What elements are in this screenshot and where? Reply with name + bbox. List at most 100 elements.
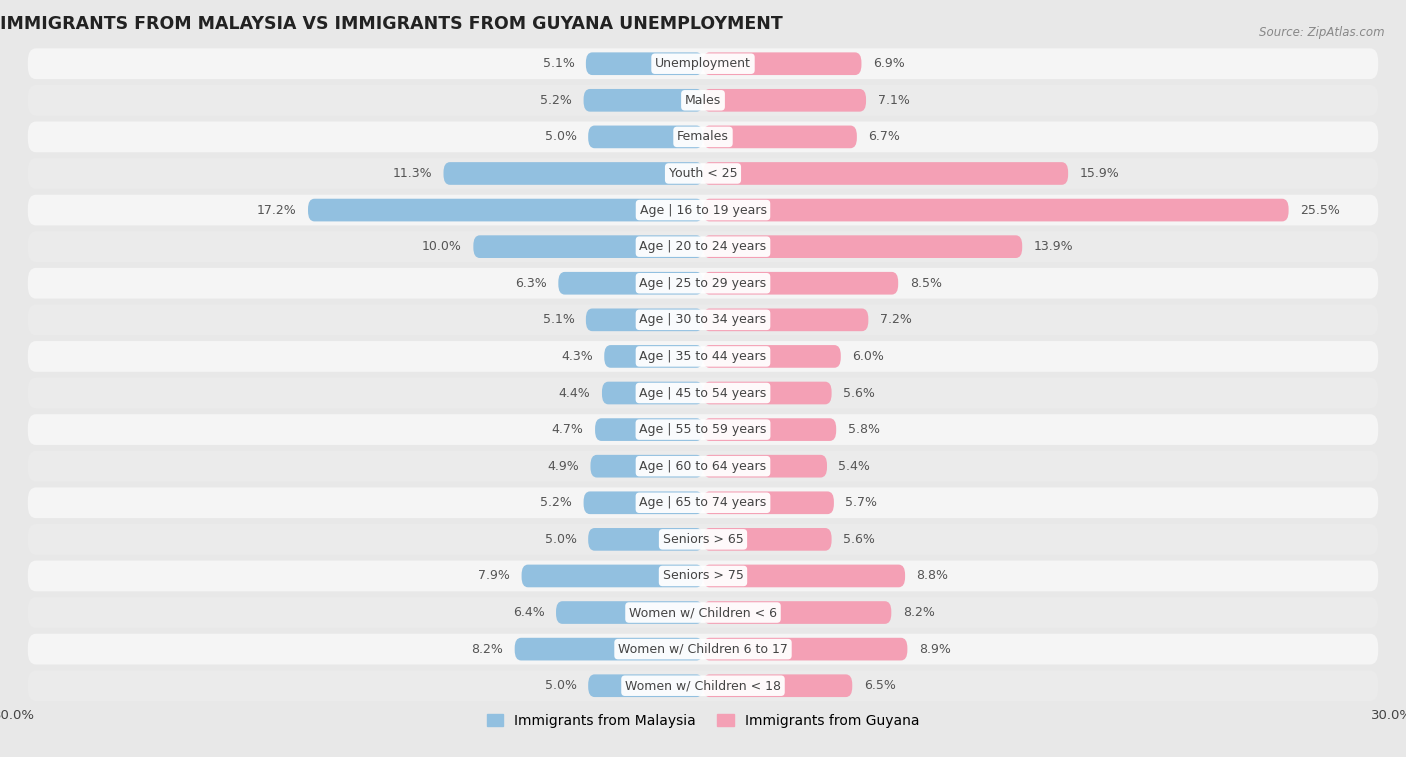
FancyBboxPatch shape xyxy=(28,524,1378,555)
FancyBboxPatch shape xyxy=(28,671,1378,701)
FancyBboxPatch shape xyxy=(28,48,1378,79)
FancyBboxPatch shape xyxy=(703,89,866,111)
Text: Youth < 25: Youth < 25 xyxy=(669,167,737,180)
Text: Unemployment: Unemployment xyxy=(655,58,751,70)
Text: Age | 20 to 24 years: Age | 20 to 24 years xyxy=(640,240,766,253)
Text: 5.0%: 5.0% xyxy=(544,130,576,143)
Text: 6.4%: 6.4% xyxy=(513,606,544,619)
FancyBboxPatch shape xyxy=(591,455,703,478)
FancyBboxPatch shape xyxy=(28,597,1378,628)
Text: 5.2%: 5.2% xyxy=(540,497,572,509)
Text: 8.5%: 8.5% xyxy=(910,277,942,290)
Text: 5.6%: 5.6% xyxy=(844,533,875,546)
Text: 15.9%: 15.9% xyxy=(1080,167,1119,180)
Text: 8.2%: 8.2% xyxy=(471,643,503,656)
FancyBboxPatch shape xyxy=(703,162,1069,185)
Text: 5.1%: 5.1% xyxy=(543,313,575,326)
FancyBboxPatch shape xyxy=(28,195,1378,226)
FancyBboxPatch shape xyxy=(703,491,834,514)
Text: IMMIGRANTS FROM MALAYSIA VS IMMIGRANTS FROM GUYANA UNEMPLOYMENT: IMMIGRANTS FROM MALAYSIA VS IMMIGRANTS F… xyxy=(0,14,783,33)
FancyBboxPatch shape xyxy=(558,272,703,294)
Text: Age | 60 to 64 years: Age | 60 to 64 years xyxy=(640,459,766,472)
Text: 6.3%: 6.3% xyxy=(515,277,547,290)
Text: 6.0%: 6.0% xyxy=(852,350,884,363)
Text: 7.2%: 7.2% xyxy=(880,313,911,326)
Text: 4.9%: 4.9% xyxy=(547,459,579,472)
Text: 4.4%: 4.4% xyxy=(558,387,591,400)
FancyBboxPatch shape xyxy=(28,232,1378,262)
FancyBboxPatch shape xyxy=(28,414,1378,445)
FancyBboxPatch shape xyxy=(588,126,703,148)
Text: 7.9%: 7.9% xyxy=(478,569,510,582)
FancyBboxPatch shape xyxy=(28,304,1378,335)
FancyBboxPatch shape xyxy=(28,122,1378,152)
Text: Seniors > 65: Seniors > 65 xyxy=(662,533,744,546)
Text: 5.1%: 5.1% xyxy=(543,58,575,70)
FancyBboxPatch shape xyxy=(515,638,703,660)
FancyBboxPatch shape xyxy=(586,309,703,331)
FancyBboxPatch shape xyxy=(308,199,703,221)
Text: Women w/ Children < 18: Women w/ Children < 18 xyxy=(626,679,780,692)
FancyBboxPatch shape xyxy=(555,601,703,624)
Text: Females: Females xyxy=(678,130,728,143)
Text: 8.8%: 8.8% xyxy=(917,569,949,582)
FancyBboxPatch shape xyxy=(586,52,703,75)
FancyBboxPatch shape xyxy=(703,419,837,441)
FancyBboxPatch shape xyxy=(703,638,907,660)
Text: 10.0%: 10.0% xyxy=(422,240,461,253)
Text: 7.1%: 7.1% xyxy=(877,94,910,107)
Text: 5.8%: 5.8% xyxy=(848,423,880,436)
FancyBboxPatch shape xyxy=(703,565,905,587)
Text: Women w/ Children 6 to 17: Women w/ Children 6 to 17 xyxy=(619,643,787,656)
FancyBboxPatch shape xyxy=(583,89,703,111)
FancyBboxPatch shape xyxy=(703,126,856,148)
FancyBboxPatch shape xyxy=(703,601,891,624)
FancyBboxPatch shape xyxy=(28,268,1378,298)
Text: 17.2%: 17.2% xyxy=(257,204,297,217)
FancyBboxPatch shape xyxy=(595,419,703,441)
FancyBboxPatch shape xyxy=(522,565,703,587)
FancyBboxPatch shape xyxy=(703,309,869,331)
FancyBboxPatch shape xyxy=(583,491,703,514)
Text: 6.5%: 6.5% xyxy=(863,679,896,692)
Text: Age | 25 to 29 years: Age | 25 to 29 years xyxy=(640,277,766,290)
Text: Age | 45 to 54 years: Age | 45 to 54 years xyxy=(640,387,766,400)
FancyBboxPatch shape xyxy=(703,382,831,404)
Text: Women w/ Children < 6: Women w/ Children < 6 xyxy=(628,606,778,619)
FancyBboxPatch shape xyxy=(703,528,831,550)
Text: Seniors > 75: Seniors > 75 xyxy=(662,569,744,582)
Text: 6.9%: 6.9% xyxy=(873,58,904,70)
FancyBboxPatch shape xyxy=(703,272,898,294)
Legend: Immigrants from Malaysia, Immigrants from Guyana: Immigrants from Malaysia, Immigrants fro… xyxy=(481,709,925,734)
Text: 11.3%: 11.3% xyxy=(392,167,432,180)
FancyBboxPatch shape xyxy=(588,674,703,697)
Text: 5.4%: 5.4% xyxy=(838,459,870,472)
Text: Age | 35 to 44 years: Age | 35 to 44 years xyxy=(640,350,766,363)
FancyBboxPatch shape xyxy=(28,378,1378,408)
Text: 6.7%: 6.7% xyxy=(869,130,900,143)
FancyBboxPatch shape xyxy=(474,235,703,258)
FancyBboxPatch shape xyxy=(602,382,703,404)
Text: Males: Males xyxy=(685,94,721,107)
FancyBboxPatch shape xyxy=(28,561,1378,591)
Text: Source: ZipAtlas.com: Source: ZipAtlas.com xyxy=(1260,26,1385,39)
Text: Age | 55 to 59 years: Age | 55 to 59 years xyxy=(640,423,766,436)
Text: 5.0%: 5.0% xyxy=(544,533,576,546)
FancyBboxPatch shape xyxy=(605,345,703,368)
Text: 4.3%: 4.3% xyxy=(561,350,593,363)
Text: 5.2%: 5.2% xyxy=(540,94,572,107)
FancyBboxPatch shape xyxy=(703,199,1289,221)
FancyBboxPatch shape xyxy=(28,634,1378,665)
FancyBboxPatch shape xyxy=(28,488,1378,518)
FancyBboxPatch shape xyxy=(28,451,1378,481)
Text: 5.6%: 5.6% xyxy=(844,387,875,400)
Text: 25.5%: 25.5% xyxy=(1301,204,1340,217)
Text: Age | 65 to 74 years: Age | 65 to 74 years xyxy=(640,497,766,509)
FancyBboxPatch shape xyxy=(703,674,852,697)
FancyBboxPatch shape xyxy=(703,52,862,75)
FancyBboxPatch shape xyxy=(703,345,841,368)
Text: 8.9%: 8.9% xyxy=(920,643,950,656)
Text: 13.9%: 13.9% xyxy=(1033,240,1073,253)
Text: 5.0%: 5.0% xyxy=(544,679,576,692)
Text: Age | 30 to 34 years: Age | 30 to 34 years xyxy=(640,313,766,326)
